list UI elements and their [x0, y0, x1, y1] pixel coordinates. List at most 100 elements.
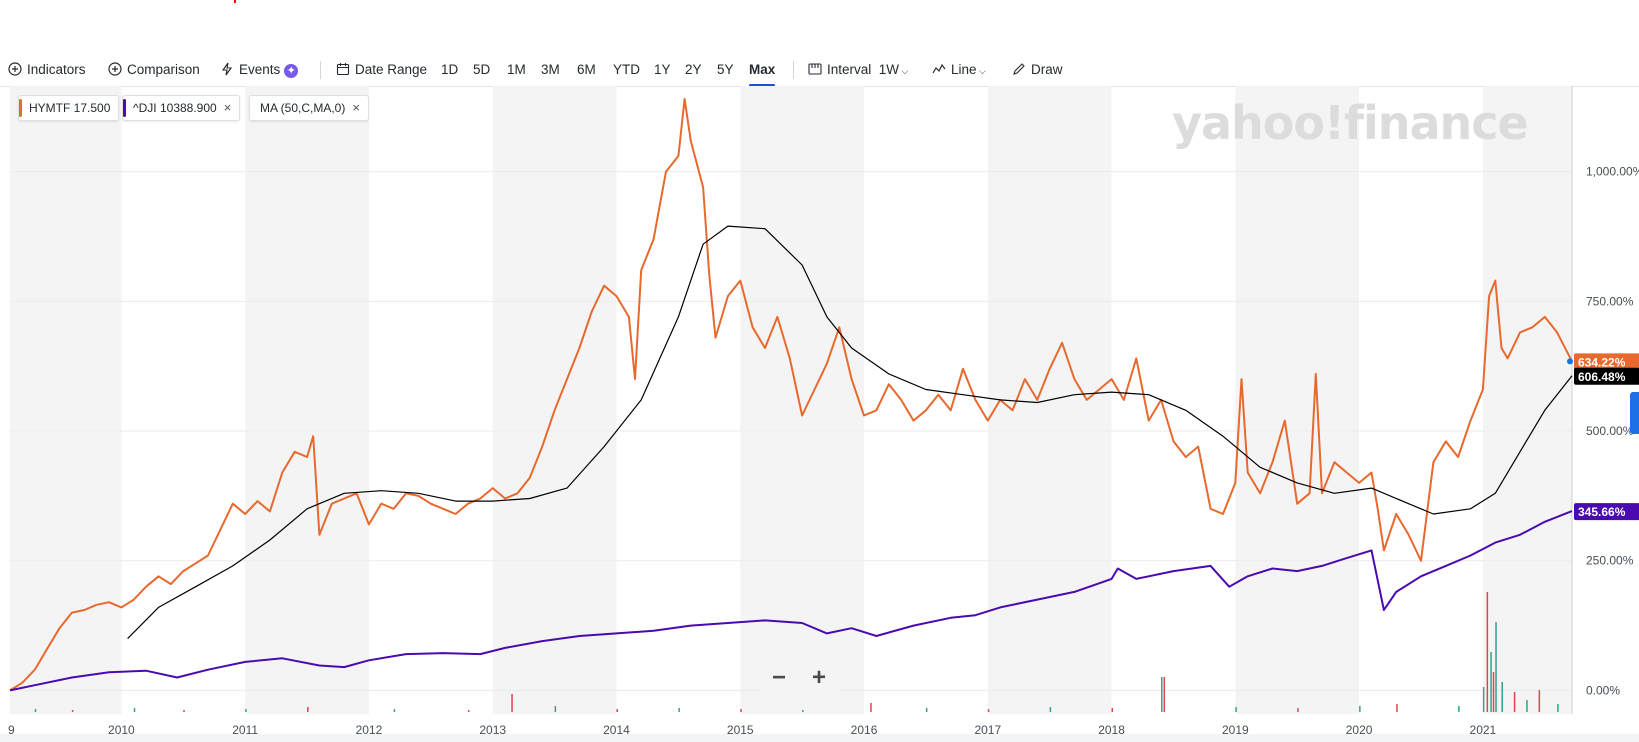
legend-hymtf-label: HYMTF 17.500 — [29, 101, 111, 115]
range-5d[interactable]: 5D — [473, 62, 491, 77]
chart-type-button[interactable]: Line ⌵ — [932, 61, 986, 80]
range-1y[interactable]: 1Y — [654, 62, 671, 77]
current-point-dot — [1567, 358, 1573, 365]
range-max[interactable]: Max — [749, 62, 776, 77]
volume-bar — [1490, 652, 1492, 712]
year-band — [10, 86, 122, 714]
zoom-controls: − + — [760, 663, 840, 693]
plus-circle-icon — [8, 62, 22, 76]
range-2y[interactable]: 2Y — [685, 62, 702, 77]
close-icon[interactable]: × — [223, 100, 232, 115]
last-value-tag — [1574, 503, 1639, 521]
draw-button[interactable]: Draw — [1012, 61, 1063, 79]
volume-bar — [1111, 708, 1114, 712]
x-tick-label: 2011 — [232, 723, 258, 734]
range-1m[interactable]: 1M — [507, 62, 526, 77]
range-3m[interactable]: 3M — [541, 62, 560, 77]
x-tick-label: 2018 — [1098, 723, 1125, 734]
interval-value: 1W — [878, 62, 900, 77]
x-tick-label: 2014 — [603, 723, 630, 734]
volume-bar — [1501, 682, 1503, 712]
volume-bar — [34, 709, 37, 712]
volume-bar — [802, 710, 804, 712]
legend-dji-label: ^DJI 10388.900 — [133, 101, 217, 115]
draw-label: Draw — [1031, 62, 1063, 77]
last-value-label: 634.22% — [1578, 355, 1626, 369]
volume-bar — [1161, 677, 1163, 712]
series-line-ma — [127, 225, 1573, 640]
volume-bar — [1297, 708, 1299, 712]
volume-bar — [245, 709, 247, 712]
comparison-label: Comparison — [127, 62, 200, 77]
volume-bar — [925, 708, 928, 712]
y-tick-label: 0.00% — [1586, 683, 1620, 697]
footer-band — [0, 734, 1639, 742]
price-chart[interactable]: 0.00% 250.00% 500.00% 750.00% 1,000.00% 9 2010… — [0, 86, 1639, 734]
indicators-button[interactable]: Indicators — [8, 61, 86, 79]
date-range-button[interactable]: Date Range — [336, 61, 427, 79]
active-range-indicator — [749, 84, 775, 87]
legend-dji[interactable]: ^DJI 10388.900 × — [122, 95, 241, 121]
volume-bar — [1495, 622, 1497, 712]
range-ytd[interactable]: YTD — [613, 62, 640, 77]
last-value-label: 606.48% — [1578, 370, 1626, 384]
volume-bar — [1513, 692, 1516, 712]
events-label: Events — [239, 62, 281, 77]
range-6m[interactable]: 6M — [577, 62, 596, 77]
red-marker — [234, 0, 236, 3]
zoom-out-button[interactable]: − — [771, 664, 786, 691]
legend-ma[interactable]: MA (50,C,MA,0) × — [249, 95, 369, 121]
volume-bar — [1492, 672, 1495, 712]
year-band — [1235, 86, 1360, 714]
indicators-label: Indicators — [27, 62, 86, 77]
volume-bar — [1482, 687, 1485, 712]
events-badge: ✦ — [284, 64, 299, 78]
yahoo-finance-watermark: yahoo!finance — [1172, 96, 1529, 150]
x-tick-label: 9 — [8, 723, 15, 734]
legend-hymtf[interactable]: HYMTF 17.500 — [18, 95, 120, 121]
volume-bar — [511, 694, 513, 712]
x-tick-label: 2016 — [851, 723, 878, 734]
volume-bar — [183, 710, 185, 712]
pencil-icon — [1013, 63, 1025, 75]
volume-bar — [1235, 707, 1237, 712]
last-value-label: 345.66% — [1578, 505, 1626, 519]
y-tick-label: 1,000.00% — [1586, 165, 1639, 179]
volume-bar — [1163, 677, 1166, 712]
range-5y[interactable]: 5Y — [717, 62, 734, 77]
range-1d[interactable]: 1D — [441, 62, 459, 77]
interval-icon — [808, 63, 822, 75]
date-range-label: Date Range — [355, 62, 428, 77]
volume-bar — [870, 703, 872, 712]
plus-circle-icon — [108, 62, 122, 76]
chart-type-label: Line — [951, 62, 977, 77]
volume-bar — [1396, 704, 1398, 712]
volume-bar — [1458, 706, 1460, 712]
x-tick-label: 2012 — [356, 723, 383, 734]
interval-button[interactable]: Interval 1W ⌵ — [808, 61, 908, 80]
volume-bar — [71, 710, 74, 712]
y-tick-label: 250.00% — [1586, 554, 1634, 568]
volume-bar — [616, 709, 618, 712]
last-value-tag — [1574, 367, 1639, 385]
line-chart-icon — [932, 63, 946, 74]
x-tick-label: 2015 — [727, 723, 754, 734]
toolbar-divider — [320, 61, 321, 79]
volume-bar — [1526, 700, 1528, 712]
series-line-hymtf — [9, 98, 1573, 692]
year-band — [740, 86, 865, 714]
volume-bar — [678, 708, 680, 712]
events-button[interactable]: Events ✦ — [220, 61, 299, 79]
y-tick-label: 750.00% — [1586, 294, 1634, 308]
side-panel-toggle[interactable] — [1630, 392, 1639, 434]
x-tick-label: 2010 — [108, 723, 135, 734]
comparison-button[interactable]: Comparison — [108, 61, 200, 79]
volume-bar — [740, 709, 742, 712]
year-band — [245, 86, 369, 714]
zoom-in-button[interactable]: + — [811, 664, 826, 691]
dji-swatch — [123, 99, 126, 117]
y-tick-label: 500.00% — [1586, 424, 1634, 438]
volume-bar — [1049, 707, 1052, 712]
interval-label: Interval — [827, 62, 872, 77]
close-icon[interactable]: × — [352, 100, 360, 115]
